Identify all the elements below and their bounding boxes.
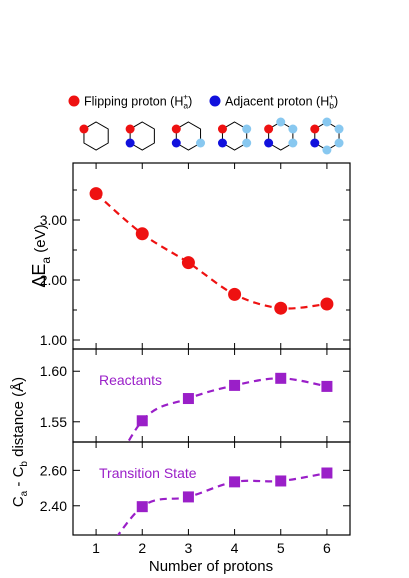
panel-annotation: Transition State <box>99 465 197 481</box>
series-line <box>116 471 328 535</box>
legend-flipping-label: Flipping proton (Ha+) <box>84 92 192 111</box>
flipping-proton-marker <box>310 124 320 134</box>
data-point <box>136 415 148 427</box>
y-tick-label: 2.60 <box>40 462 67 478</box>
y-tick-label: 2.00 <box>40 272 67 288</box>
hexagon-ring <box>83 121 109 151</box>
molecule-icon <box>217 121 252 151</box>
x-tick-label: 1 <box>92 540 100 556</box>
data-point <box>320 297 334 311</box>
extra-proton-marker <box>242 138 252 148</box>
extra-proton-marker <box>242 124 252 134</box>
y-tick-label: 1.55 <box>40 414 67 430</box>
series-middle <box>126 372 333 442</box>
flipping-proton-marker <box>171 124 181 134</box>
extra-proton-marker <box>288 138 298 148</box>
series-line <box>95 192 328 310</box>
flipping-proton-marker <box>125 124 135 134</box>
legend-adjacent-label: Adjacent proton (Hb+) <box>225 92 338 111</box>
adjacent-proton-marker <box>310 138 320 148</box>
molecule-icon <box>264 117 298 151</box>
data-point <box>181 256 195 270</box>
data-point <box>136 501 148 513</box>
molecule-icon <box>310 117 344 155</box>
flipping-proton-marker <box>79 124 89 134</box>
molecule-icon <box>79 121 109 151</box>
x-tick-label: 6 <box>323 540 331 556</box>
data-point <box>89 187 103 201</box>
y-tick-label: 1.60 <box>40 363 67 379</box>
extra-proton-marker <box>322 145 332 155</box>
panel-middle: 1.55 1.60 Reactants <box>40 349 350 442</box>
x-axis-label: Number of protons <box>149 558 273 575</box>
data-point <box>228 287 242 301</box>
legend: Flipping proton (Ha+) Adjacent proton (H… <box>68 92 338 111</box>
data-point <box>321 380 333 392</box>
x-tick-label: 5 <box>277 540 285 556</box>
hexagon-ring <box>175 121 202 151</box>
panel-annotation: Reactants <box>99 372 162 388</box>
legend-flipping-marker <box>68 95 80 107</box>
molecule-icon <box>171 121 206 151</box>
series-bottom <box>116 467 333 535</box>
panel-middle-frame <box>72 348 351 443</box>
extra-proton-marker <box>322 117 332 127</box>
molecule-icons <box>79 117 344 155</box>
data-point <box>321 467 333 479</box>
adjacent-proton-marker <box>171 138 181 148</box>
chart-panels: 1.00 2.00 3.00 1.55 1.60 Reactants 2.40 2.60 Tra… <box>40 163 350 556</box>
molecule-icon <box>125 121 155 151</box>
panel-bottom-frame <box>72 441 351 536</box>
legend-adjacent-marker <box>209 95 221 107</box>
data-point <box>275 372 287 384</box>
x-tick-label: 3 <box>185 540 193 556</box>
y-tick-label: 1.00 <box>40 332 67 348</box>
extra-proton-marker <box>276 117 286 127</box>
extra-proton-marker <box>334 124 344 134</box>
extra-proton-marker <box>334 138 344 148</box>
flipping-proton-marker <box>264 124 274 134</box>
data-point <box>229 379 241 391</box>
panel-top: 1.00 2.00 3.00 <box>40 163 350 349</box>
series-top <box>89 187 334 315</box>
adjacent-proton-marker <box>264 138 274 148</box>
data-point <box>135 227 149 241</box>
x-tick-label: 2 <box>138 540 146 556</box>
panel-top-frame <box>72 162 351 350</box>
data-point <box>182 393 194 405</box>
data-point <box>275 475 287 487</box>
hexagon-ring <box>129 121 155 151</box>
y-tick-label: 3.00 <box>40 212 67 228</box>
adjacent-proton-marker <box>217 138 227 148</box>
distance-ylabel: Ca - Cb distance (Å) <box>10 377 30 507</box>
flipping-proton-marker <box>217 124 227 134</box>
data-point <box>182 491 194 503</box>
y-tick-label: 2.40 <box>40 498 67 514</box>
extra-proton-marker <box>288 124 298 134</box>
panel-bottom: 2.40 2.60 Transition State <box>40 442 350 535</box>
adjacent-proton-marker <box>125 138 135 148</box>
top-ylabel: ΔEa (eV) <box>29 224 53 287</box>
hexagon-ring <box>221 121 248 151</box>
extra-proton-marker <box>196 138 206 148</box>
x-tick-label: 4 <box>231 540 239 556</box>
data-point <box>229 476 241 488</box>
data-point <box>274 301 288 315</box>
